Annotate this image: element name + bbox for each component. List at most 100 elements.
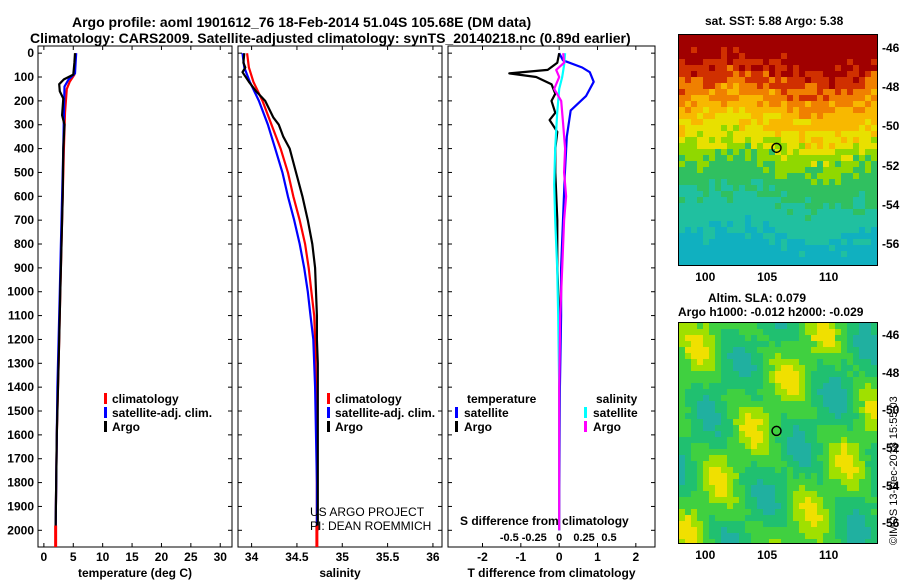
map-cell xyxy=(805,533,811,539)
map-cell xyxy=(727,179,733,185)
map-cell xyxy=(685,173,691,179)
map-cell xyxy=(811,449,817,455)
map-cell xyxy=(745,125,751,131)
map-cell xyxy=(769,71,775,77)
map-cell xyxy=(829,251,835,257)
map-cell xyxy=(763,443,769,449)
map-cell xyxy=(685,365,691,371)
map-cell xyxy=(697,341,703,347)
map-cell xyxy=(697,221,703,227)
map-cell xyxy=(757,527,763,533)
map-cell xyxy=(709,71,715,77)
map-cell xyxy=(823,467,829,473)
map-cell xyxy=(727,365,733,371)
map-cell xyxy=(697,347,703,353)
map-cell xyxy=(859,413,865,419)
map-cell xyxy=(763,377,769,383)
map-cell xyxy=(835,509,841,515)
map-cell xyxy=(691,137,697,143)
map-cell xyxy=(727,167,733,173)
map-cell xyxy=(751,59,757,65)
map-cell xyxy=(697,455,703,461)
map-cell xyxy=(709,161,715,167)
imos-stamp: ©IMOS 13-Dec-2018 15:55:03 xyxy=(888,396,900,545)
map-cell xyxy=(679,137,685,143)
map-cell xyxy=(679,515,685,521)
map-cell xyxy=(775,425,781,431)
map-cell xyxy=(775,203,781,209)
map-cell xyxy=(775,329,781,335)
map-cell xyxy=(721,167,727,173)
map-cell xyxy=(721,47,727,53)
map-cell xyxy=(679,191,685,197)
map-cell xyxy=(793,179,799,185)
map-cell xyxy=(775,365,781,371)
map-cell xyxy=(805,455,811,461)
map-cell xyxy=(847,143,853,149)
map-cell xyxy=(805,191,811,197)
map-cell xyxy=(727,491,733,497)
map-cell xyxy=(763,389,769,395)
map-cell xyxy=(787,479,793,485)
map-cell xyxy=(757,149,763,155)
map-cell xyxy=(799,191,805,197)
map-cell xyxy=(709,107,715,113)
map-cell xyxy=(865,59,871,65)
map-cell xyxy=(823,173,829,179)
map-cell xyxy=(859,197,865,203)
map-cell xyxy=(739,221,745,227)
map-cell xyxy=(697,257,703,263)
map-cell xyxy=(709,47,715,53)
map-cell xyxy=(679,251,685,257)
map-cell xyxy=(739,59,745,65)
map-cell xyxy=(865,209,871,215)
map-cell xyxy=(787,197,793,203)
map-cell xyxy=(691,239,697,245)
map-cell xyxy=(709,473,715,479)
map-cell xyxy=(835,491,841,497)
map-cell xyxy=(865,167,871,173)
map-cell xyxy=(841,227,847,233)
map-cell xyxy=(715,233,721,239)
map-cell xyxy=(871,533,877,539)
map-cell xyxy=(721,467,727,473)
map-cell xyxy=(679,41,685,47)
map-cell xyxy=(721,491,727,497)
map-cell xyxy=(853,359,859,365)
map-cell xyxy=(697,215,703,221)
map-cell xyxy=(697,401,703,407)
map-cell xyxy=(799,485,805,491)
map-cell xyxy=(775,47,781,53)
map-cell xyxy=(835,203,841,209)
map-cell xyxy=(721,503,727,509)
map-cell xyxy=(727,203,733,209)
map-cell xyxy=(805,401,811,407)
x-tick-label: -1 xyxy=(515,550,526,564)
map-cell xyxy=(721,383,727,389)
map-cell xyxy=(781,101,787,107)
map-cell xyxy=(745,65,751,71)
map-cell xyxy=(709,521,715,527)
map-cell xyxy=(847,425,853,431)
map-cell xyxy=(829,467,835,473)
map-cell xyxy=(697,41,703,47)
map-cell xyxy=(703,89,709,95)
map-cell xyxy=(805,395,811,401)
map-cell xyxy=(697,107,703,113)
map-cell xyxy=(775,65,781,71)
map-cell xyxy=(757,197,763,203)
map-cell xyxy=(853,59,859,65)
map-cell xyxy=(781,359,787,365)
map-cell xyxy=(871,161,877,167)
map-cell xyxy=(691,131,697,137)
map-cell xyxy=(739,395,745,401)
map-cell xyxy=(679,371,685,377)
map-cell xyxy=(691,125,697,131)
map-cell xyxy=(715,41,721,47)
map-cell xyxy=(733,347,739,353)
map-cell xyxy=(835,461,841,467)
map-cell xyxy=(871,335,877,341)
map-cell xyxy=(817,335,823,341)
map-cell xyxy=(817,419,823,425)
map-cell xyxy=(811,503,817,509)
